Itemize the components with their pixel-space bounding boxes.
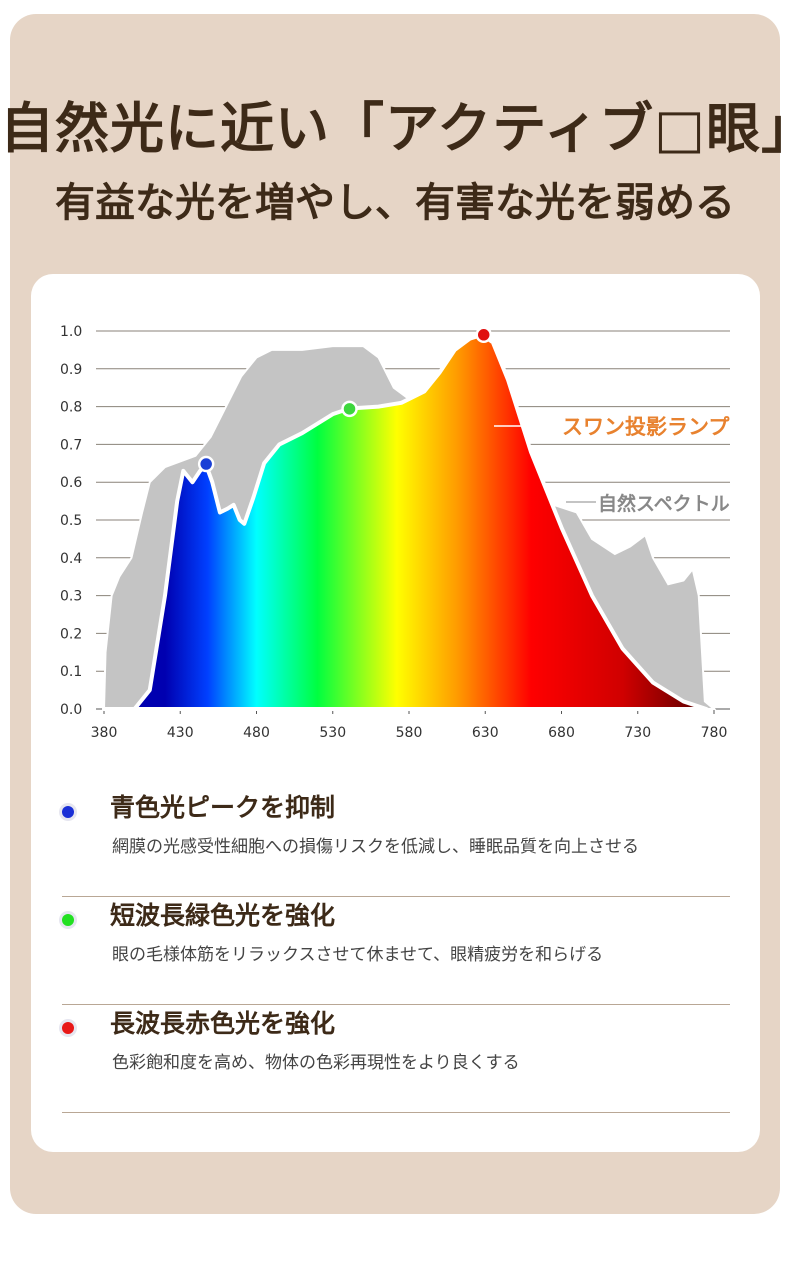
y-tick-label: 0.7 <box>60 437 82 453</box>
y-tick-label: 0.4 <box>60 551 82 567</box>
y-tick-label: 0.0 <box>60 702 82 718</box>
feature-title: 青色光ピークを抑制 <box>110 793 336 822</box>
y-tick-label: 1.0 <box>60 324 82 340</box>
feature-item: 長波長赤色光を強化 色彩飽和度を高め、物体の色彩再現性をより良くする <box>62 1004 730 1113</box>
x-tick-label: 680 <box>548 725 575 741</box>
x-tick-label: 730 <box>624 725 651 741</box>
x-tick-label: 630 <box>472 725 499 741</box>
feature-item: 青色光ピークを抑制 網膜の光感受性細胞への損傷リスクを低減し、睡眠品質を向上させ… <box>62 788 730 897</box>
y-tick-label: 0.8 <box>60 400 82 416</box>
x-tick-label: 430 <box>167 725 194 741</box>
bullet-dot-icon <box>62 1022 74 1034</box>
x-tick-label: 380 <box>91 725 118 741</box>
x-tick-label: 480 <box>243 725 270 741</box>
page-title: 自然光に近い「アクティブ□眼」 <box>0 97 790 160</box>
spectrum-chart: 0.0 0.1 0.2 0.3 0.4 0.5 0.6 0.7 0.8 0.9 1.0 380 430 4… <box>60 324 730 741</box>
peak-marker <box>475 326 492 344</box>
lamp-spectrum-area <box>102 332 709 711</box>
y-tick-label: 0.9 <box>60 362 82 378</box>
feature-description: 網膜の光感受性細胞への損傷リスクを低減し、睡眠品質を向上させる <box>112 837 639 857</box>
page-subtitle: 有益な光を増やし、有害な光を弱める <box>55 180 735 226</box>
y-tick-label: 0.2 <box>60 626 82 642</box>
x-tick-label: 530 <box>319 725 346 741</box>
legend-natural: 自然スペクトル <box>598 492 730 515</box>
y-tick-label: 0.1 <box>60 664 82 680</box>
legend-lamp: スワン投影ランプ <box>562 415 730 439</box>
x-tick-label: 780 <box>701 725 728 741</box>
feature-description: 色彩飽和度を高め、物体の色彩再現性をより良くする <box>112 1053 520 1073</box>
y-tick-label: 0.5 <box>60 513 82 529</box>
feature-item: 短波長緑色光を強化 眼の毛様体筋をリラックスさせて休ませて、眼精疲労を和らげる <box>62 896 730 1005</box>
y-tick-label: 0.6 <box>60 475 82 491</box>
x-tick-label: 580 <box>396 725 423 741</box>
feature-title: 短波長緑色光を強化 <box>110 901 336 930</box>
feature-description: 眼の毛様体筋をリラックスさせて休ませて、眼精疲労を和らげる <box>112 945 604 965</box>
y-tick-label: 0.3 <box>60 589 82 605</box>
peak-marker <box>341 400 358 418</box>
bullet-dot-icon <box>62 914 74 926</box>
feature-title: 長波長赤色光を強化 <box>110 1009 336 1038</box>
peak-marker <box>197 455 215 473</box>
bullet-dot-icon <box>62 806 74 818</box>
